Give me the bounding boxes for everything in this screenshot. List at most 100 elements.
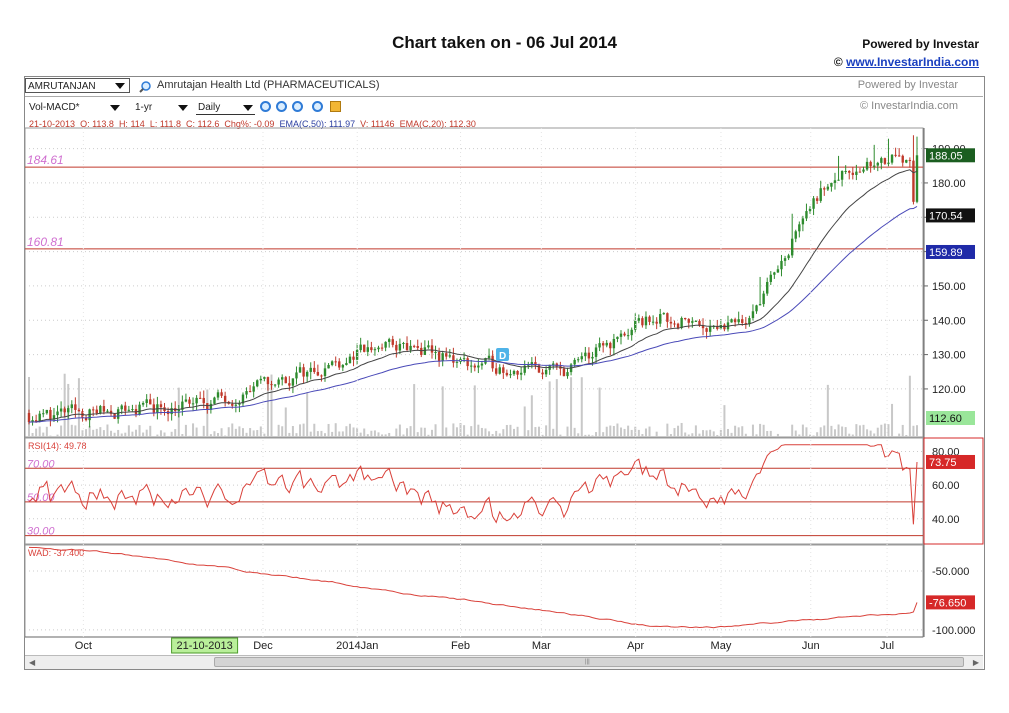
candle-body xyxy=(177,409,180,412)
volume-bar xyxy=(170,431,173,437)
chevron-down-icon xyxy=(115,83,125,89)
candle-body xyxy=(683,317,687,320)
candle-body xyxy=(705,328,708,332)
candle-body xyxy=(612,338,616,349)
zoom-in-icon[interactable] xyxy=(260,101,271,112)
ema20-line xyxy=(28,169,918,423)
candle-body xyxy=(766,281,769,294)
candle-body xyxy=(655,321,658,324)
candle-body xyxy=(762,293,765,305)
indicator-select[interactable]: Vol-MACD* xyxy=(27,100,122,115)
scroll-right-icon[interactable]: ▶ xyxy=(972,658,979,667)
candle-body xyxy=(787,255,790,259)
candle-body xyxy=(380,347,384,349)
volume-bar xyxy=(63,373,66,437)
volume-bar xyxy=(363,428,366,437)
volume-bar xyxy=(673,428,676,437)
candle-body xyxy=(359,344,362,351)
candle-body xyxy=(305,371,309,377)
candle-body xyxy=(462,358,466,360)
volume-bar xyxy=(341,431,344,437)
candle-body xyxy=(687,319,690,323)
candle-body xyxy=(377,347,380,350)
settings-icon[interactable] xyxy=(330,101,341,112)
price-tick-label: 120.00 xyxy=(932,384,966,396)
candle-body xyxy=(273,384,277,386)
candle-body xyxy=(238,403,241,405)
x-tick-label: Dec xyxy=(253,640,273,652)
candle-body xyxy=(801,218,805,225)
volume-bar xyxy=(455,427,458,437)
candle-body xyxy=(302,367,305,377)
zoom-out-icon[interactable] xyxy=(276,101,287,112)
zoom-reset-icon[interactable] xyxy=(312,101,323,112)
volume-bar xyxy=(726,428,729,437)
volume-bar xyxy=(602,432,605,437)
range-select[interactable]: 1-yr xyxy=(133,100,190,115)
candle-body xyxy=(619,333,623,337)
ohlc-close: C: 112.6 xyxy=(186,119,220,129)
rsi-level-label: 50.00 xyxy=(27,492,55,504)
volume-bar xyxy=(644,428,647,437)
scrollbar-thumb[interactable]: ||| xyxy=(214,657,964,667)
volume-bar xyxy=(324,433,326,437)
volume-bar xyxy=(730,432,733,437)
volume-bar xyxy=(669,434,672,437)
x-tick-label: Mar xyxy=(532,640,551,652)
candle-body xyxy=(901,155,904,163)
volume-bar xyxy=(791,424,794,437)
volume-bar xyxy=(883,423,886,437)
volume-bar xyxy=(334,423,337,437)
volume-bar xyxy=(352,427,355,437)
candle-body xyxy=(138,404,141,415)
candle-body xyxy=(851,172,855,175)
volume-bar xyxy=(38,426,41,437)
volume-bar xyxy=(509,424,512,437)
volume-bar xyxy=(755,434,758,437)
volume-bar xyxy=(766,431,769,437)
candle-body xyxy=(363,344,366,352)
site-link[interactable]: www.InvestarIndia.com xyxy=(846,55,979,69)
scroll-left-icon[interactable]: ◀ xyxy=(29,658,36,667)
volume-bar xyxy=(759,423,762,437)
search-icon[interactable] xyxy=(139,80,151,98)
candle-body xyxy=(288,383,291,386)
interval-select[interactable]: Daily xyxy=(196,100,255,115)
volume-bar xyxy=(398,424,401,437)
candle-body xyxy=(873,165,876,167)
candle-body xyxy=(630,329,633,336)
candle-body xyxy=(798,224,801,232)
candle-body xyxy=(477,365,480,368)
volume-bar xyxy=(163,432,166,437)
candle-body xyxy=(527,364,530,366)
ohlc-volume: V: 11146 xyxy=(360,119,395,129)
volume-bar xyxy=(209,434,212,437)
volume-bar xyxy=(102,430,105,437)
powered-by: Powered by Investar xyxy=(862,37,979,51)
zoom-fit-icon[interactable] xyxy=(292,101,303,112)
rsi-last-tag-label: 73.75 xyxy=(929,457,957,469)
volume-bar xyxy=(159,430,162,437)
symbol-select[interactable]: AMRUTANJAN xyxy=(25,78,130,93)
volume-bar xyxy=(245,432,248,437)
interval-value: Daily xyxy=(198,102,221,113)
horizontal-scrollbar[interactable]: ◀ ||| ▶ xyxy=(25,655,983,669)
candle-body xyxy=(412,345,416,347)
volume-bar xyxy=(459,423,462,437)
candle-body xyxy=(109,410,113,414)
volume-bar xyxy=(423,427,426,437)
candle-body xyxy=(855,171,858,175)
volume-bar xyxy=(441,386,444,437)
level-label: 160.81 xyxy=(27,235,64,249)
candle-body xyxy=(152,404,156,413)
candle-body xyxy=(552,363,555,365)
volume-bar xyxy=(348,423,351,437)
level-label: 184.61 xyxy=(27,153,64,167)
x-tick-label: 21-10-2013 xyxy=(176,640,232,652)
volume-bar xyxy=(288,432,291,437)
volume-bar xyxy=(85,429,88,437)
candle-body xyxy=(830,182,833,187)
volume-bar xyxy=(413,384,416,437)
rsi-title: RSI(14): 49.78 xyxy=(28,441,87,451)
volume-bar xyxy=(49,435,52,437)
